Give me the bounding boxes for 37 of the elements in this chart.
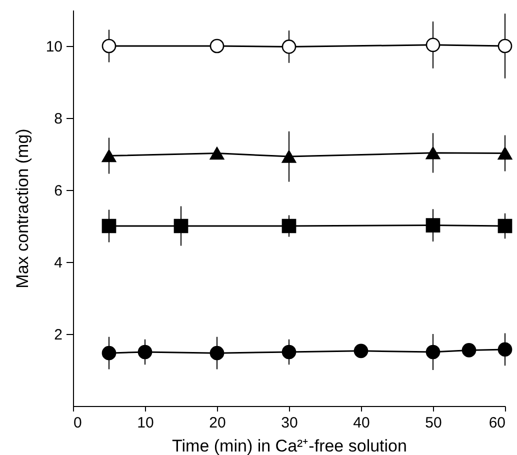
point bbox=[102, 150, 116, 162]
point bbox=[210, 38, 224, 54]
x-tick-label: 0 bbox=[74, 414, 82, 432]
x-axis-title: Time (min) in Ca²⁺-free solution bbox=[172, 436, 407, 455]
point bbox=[282, 40, 296, 54]
point bbox=[354, 344, 368, 358]
point bbox=[102, 38, 116, 54]
y-tick-label: 10 bbox=[46, 38, 62, 56]
point bbox=[210, 146, 224, 160]
point bbox=[462, 343, 476, 358]
y-tick-label: 8 bbox=[54, 110, 62, 128]
y-tick-label: 6 bbox=[54, 182, 62, 200]
point bbox=[138, 344, 152, 360]
point bbox=[282, 218, 296, 234]
point bbox=[426, 146, 440, 160]
x-tick-label: 50 bbox=[425, 414, 442, 432]
x-tick-label: 40 bbox=[353, 414, 370, 432]
point bbox=[498, 342, 512, 357]
y-axis-title: Max contraction (mg) bbox=[12, 128, 32, 288]
point bbox=[498, 146, 512, 160]
x-tick-label: 60 bbox=[488, 414, 506, 432]
point bbox=[498, 38, 512, 54]
y-tick-label: 4 bbox=[54, 254, 62, 272]
x-tick-label: 10 bbox=[137, 414, 154, 432]
point bbox=[282, 344, 296, 360]
point bbox=[210, 346, 224, 360]
x-tick-label: 30 bbox=[281, 414, 298, 432]
point bbox=[498, 218, 512, 234]
point bbox=[282, 150, 296, 163]
x-tick-label: 20 bbox=[209, 414, 226, 432]
point bbox=[426, 38, 440, 52]
point bbox=[426, 344, 440, 360]
point bbox=[174, 218, 188, 234]
point bbox=[426, 218, 440, 232]
y-tick-label: 2 bbox=[54, 326, 62, 344]
point bbox=[102, 218, 116, 234]
point bbox=[102, 346, 116, 360]
